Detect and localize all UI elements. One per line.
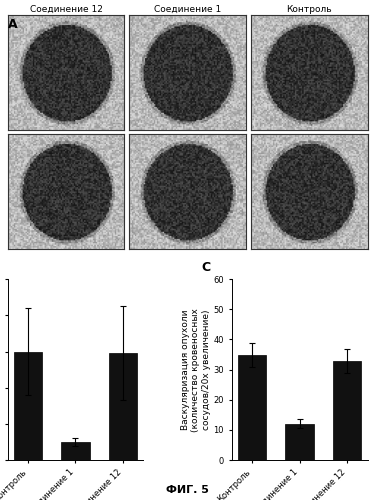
Bar: [109, 354, 137, 460]
Bar: [13, 352, 42, 460]
Bar: [61, 442, 90, 460]
Bar: [238, 354, 266, 460]
Y-axis label: Васкуляризация опухоли
(количество кровеносных
сосудов/20х увеличение): Васкуляризация опухоли (количество крове…: [181, 308, 211, 432]
Text: ФИГ. 5: ФИГ. 5: [166, 485, 209, 495]
Bar: [333, 360, 362, 460]
Text: C: C: [202, 261, 211, 274]
Text: A: A: [8, 18, 17, 30]
Bar: [285, 424, 314, 460]
Title: Контроль: Контроль: [286, 5, 332, 14]
Title: Соединение 12: Соединение 12: [30, 5, 102, 14]
Title: Соединение 1: Соединение 1: [154, 5, 221, 14]
